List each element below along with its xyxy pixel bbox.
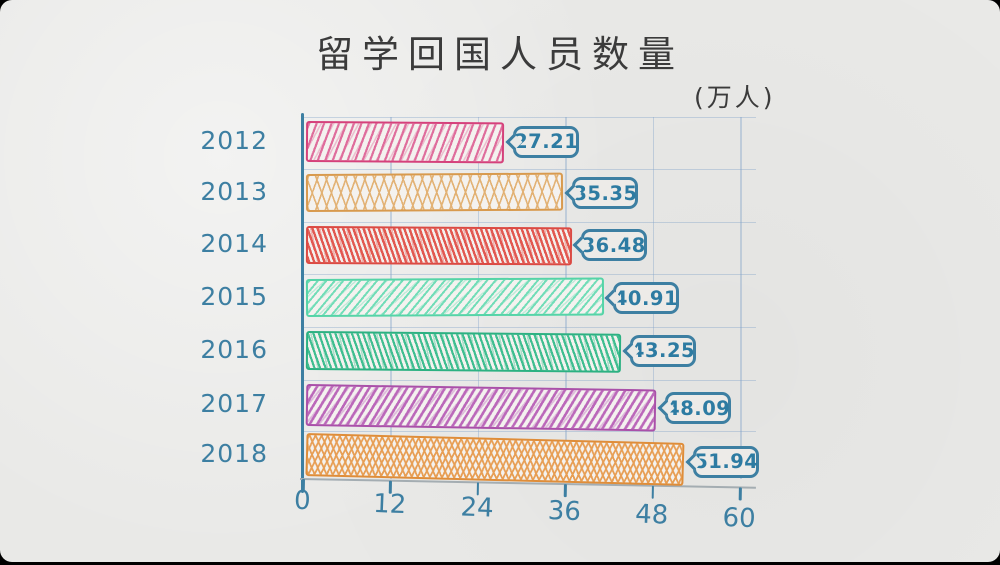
- value-bubble: 40.91: [612, 282, 679, 314]
- x-axis-tick-mark: [651, 485, 655, 499]
- horizontal-gridline: [303, 222, 756, 223]
- value-bubble: 27.21: [513, 125, 580, 158]
- year-label: 2012: [200, 125, 268, 155]
- x-axis-tick-label: 12: [372, 488, 407, 521]
- year-label: 2014: [200, 229, 268, 258]
- vertical-gridline: [740, 117, 742, 479]
- y-axis-line: [301, 113, 304, 493]
- bar-2018: [305, 433, 685, 486]
- bar-2015: [305, 277, 605, 317]
- horizontal-gridline: [303, 169, 756, 170]
- horizontal-gridline: [303, 117, 756, 118]
- bar-2013: [305, 172, 564, 212]
- x-axis-tick-label: 0: [293, 485, 312, 517]
- bar-2016: [305, 331, 622, 373]
- unit-label: (万人): [694, 83, 776, 112]
- value-bubble: 43.25: [630, 334, 696, 367]
- value-bubble: 36.48: [580, 229, 647, 261]
- year-label: 2017: [200, 389, 268, 418]
- x-axis-tick-label: 48: [634, 499, 669, 531]
- year-label: 2013: [200, 177, 268, 206]
- horizontal-gridline: [303, 327, 756, 328]
- year-label: 2018: [200, 438, 268, 468]
- value-bubble: 35.35: [572, 177, 639, 209]
- x-axis-tick-label: 36: [547, 495, 582, 528]
- horizontal-gridline: [303, 431, 756, 432]
- value-bubble: 51.94: [693, 445, 760, 478]
- bar-2014: [305, 226, 572, 266]
- year-label: 2015: [200, 282, 268, 311]
- horizontal-gridline: [303, 380, 756, 381]
- x-axis-tick-mark: [738, 487, 742, 501]
- x-axis-tick-label: 60: [721, 502, 757, 535]
- x-axis-tick-label: 24: [459, 492, 495, 524]
- chart-title: 留学回国人员数量: [316, 33, 684, 76]
- x-axis-tick-mark: [563, 484, 567, 498]
- year-label: 2016: [200, 334, 268, 364]
- value-bubble: 48.09: [665, 392, 732, 424]
- bar-2012: [305, 121, 505, 164]
- horizontal-gridline: [303, 274, 756, 275]
- bar-2017: [305, 384, 657, 432]
